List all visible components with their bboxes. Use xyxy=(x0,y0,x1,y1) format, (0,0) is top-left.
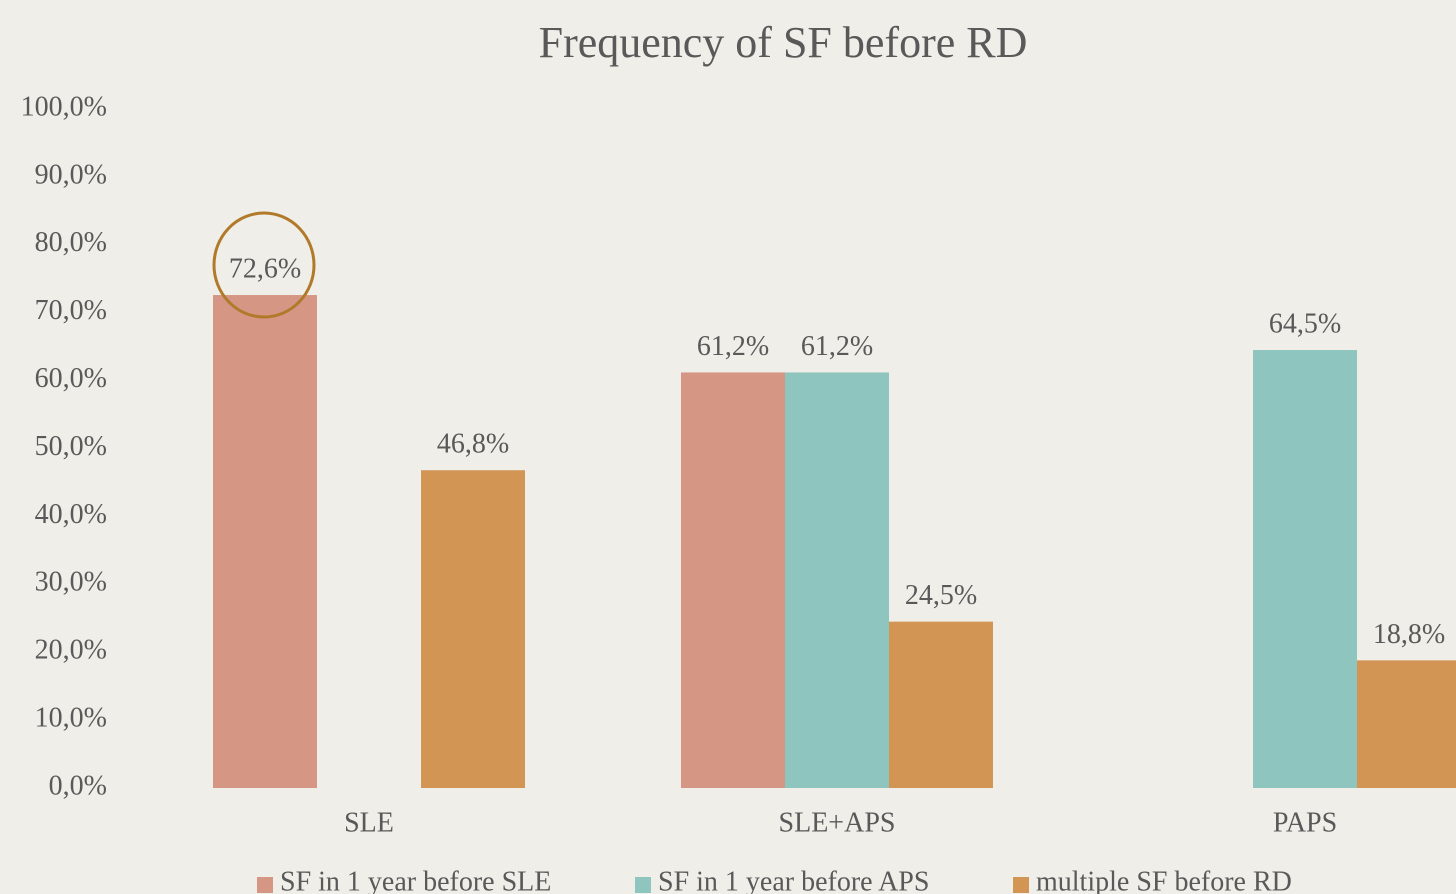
value-label: 18,8% xyxy=(1373,619,1445,650)
y-tick-label: 60,0% xyxy=(35,363,107,394)
y-tick-label: 50,0% xyxy=(35,431,107,462)
bar xyxy=(889,621,993,788)
y-tick-label: 40,0% xyxy=(35,499,107,530)
bar xyxy=(1357,660,1456,788)
value-label: 61,2% xyxy=(801,331,873,362)
bar xyxy=(681,372,785,788)
y-tick-label: 100,0% xyxy=(21,91,107,122)
value-label: 72,6% xyxy=(229,253,301,284)
x-tick-label: SLE xyxy=(344,807,394,838)
chart-title: Frequency of SF before RD xyxy=(539,18,1028,67)
legend-label: SF in 1 year before SLE xyxy=(280,866,551,894)
legend-label: SF in 1 year before APS xyxy=(658,866,929,894)
y-tick-label: 80,0% xyxy=(35,227,107,258)
legend-swatch xyxy=(1013,877,1029,893)
value-label: 64,5% xyxy=(1269,308,1341,339)
x-tick-label: SLE+APS xyxy=(779,807,896,838)
y-tick-label: 10,0% xyxy=(35,703,107,734)
y-tick-label: 90,0% xyxy=(35,159,107,190)
bar xyxy=(785,372,889,788)
y-tick-label: 70,0% xyxy=(35,295,107,326)
y-tick-label: 0,0% xyxy=(49,770,107,801)
y-tick-label: 20,0% xyxy=(35,635,107,666)
y-tick-label: 30,0% xyxy=(35,567,107,598)
x-tick-label: PAPS xyxy=(1273,807,1337,838)
bar xyxy=(213,295,317,788)
legend-swatch xyxy=(635,877,651,893)
value-label: 24,5% xyxy=(905,580,977,611)
legend-label: multiple SF before RD xyxy=(1036,866,1292,894)
value-label: 46,8% xyxy=(437,429,509,460)
legend-swatch xyxy=(257,877,273,893)
bar xyxy=(1253,350,1357,788)
bar xyxy=(421,470,525,788)
value-label: 61,2% xyxy=(697,331,769,362)
